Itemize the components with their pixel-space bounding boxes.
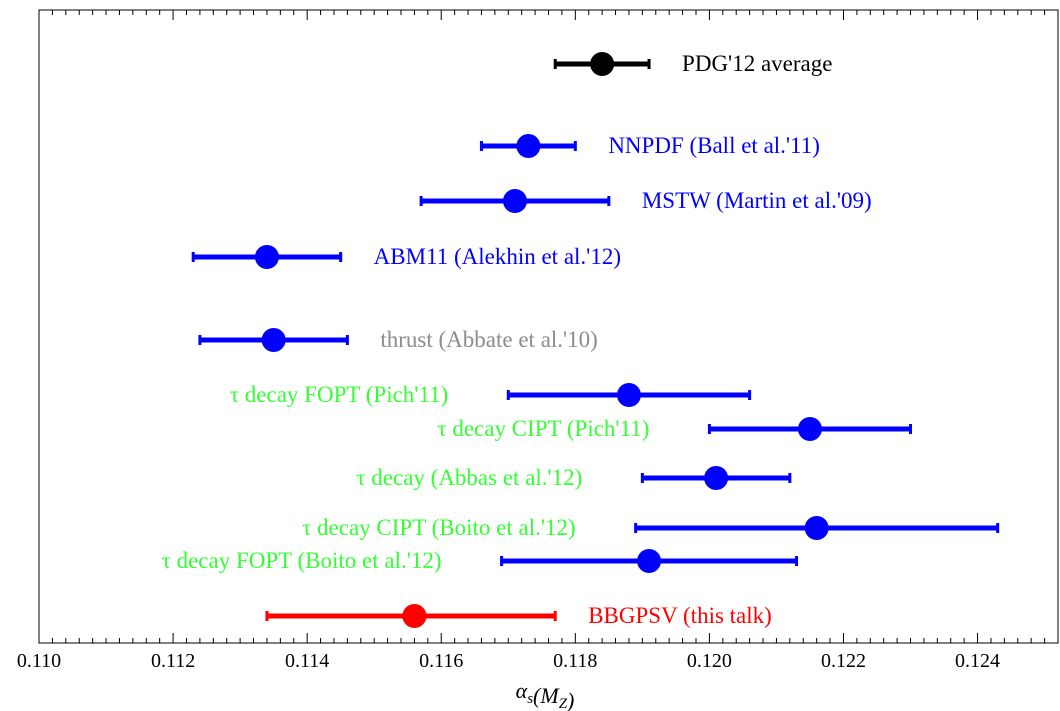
x-tick-label: 0.116 xyxy=(419,650,463,672)
data-row: BBGPSV (this talk) xyxy=(265,603,772,628)
x-tick-label: 0.118 xyxy=(553,650,597,672)
central-value-point xyxy=(616,383,641,407)
central-value-point xyxy=(254,245,279,269)
x-axis-label: αs(MZ) xyxy=(516,678,575,711)
x-axis-ticks: 0.110 0.112 0.114 0.116 0.118 0.120 0.122 0.124 xyxy=(17,10,1059,672)
central-value-point xyxy=(516,134,541,158)
data-row: τ decay CIPT (Pich'11) xyxy=(437,416,913,441)
central-value-point xyxy=(797,417,822,441)
point-label: τ decay CIPT (Boito et al.'12) xyxy=(302,515,576,540)
x-tick-label: 0.124 xyxy=(955,650,1000,672)
point-label: ABM11 (Alekhin et al.'12) xyxy=(374,244,621,269)
point-label: PDG'12 average xyxy=(682,51,832,76)
point-label: BBGPSV (this talk) xyxy=(588,603,772,628)
data-row: NNPDF (Ball et al.'11) xyxy=(479,133,820,158)
point-label: τ decay FOPT (Pich'11) xyxy=(230,382,448,407)
x-tick-label: 0.120 xyxy=(687,650,732,672)
central-value-point xyxy=(637,549,662,573)
central-value-point xyxy=(502,189,527,213)
data-points: PDG'12 average NNPDF (Ball et al.'11) MSTW… xyxy=(162,51,1000,628)
central-value-point xyxy=(261,328,286,352)
data-row: MSTW (Martin et al.'09) xyxy=(419,188,872,213)
point-label: MSTW (Martin et al.'09) xyxy=(642,188,872,213)
x-tick-label: 0.114 xyxy=(285,650,329,672)
point-label: thrust (Abbate et al.'10) xyxy=(380,327,597,352)
data-row: τ decay CIPT (Boito et al.'12) xyxy=(302,515,1000,540)
point-label: NNPDF (Ball et al.'11) xyxy=(608,133,820,158)
x-tick-label: 0.122 xyxy=(821,650,866,672)
data-row: ABM11 (Alekhin et al.'12) xyxy=(191,244,621,269)
central-value-point xyxy=(804,516,829,540)
point-label: τ decay (Abbas et al.'12) xyxy=(356,465,582,490)
x-tick-label: 0.112 xyxy=(151,650,195,672)
central-value-point xyxy=(590,52,615,76)
data-row: τ decay FOPT (Pich'11) xyxy=(230,382,752,407)
central-value-point xyxy=(402,604,427,628)
data-row: thrust (Abbate et al.'10) xyxy=(198,327,598,352)
x-tick-label: 0.110 xyxy=(17,650,61,672)
data-row: PDG'12 average xyxy=(553,51,832,76)
data-row: τ decay (Abbas et al.'12) xyxy=(356,465,792,490)
point-label: τ decay FOPT (Boito et al.'12) xyxy=(162,548,442,573)
point-label: τ decay CIPT (Pich'11) xyxy=(437,416,649,441)
central-value-point xyxy=(704,466,729,490)
data-row: τ decay FOPT (Boito et al.'12) xyxy=(162,548,799,573)
